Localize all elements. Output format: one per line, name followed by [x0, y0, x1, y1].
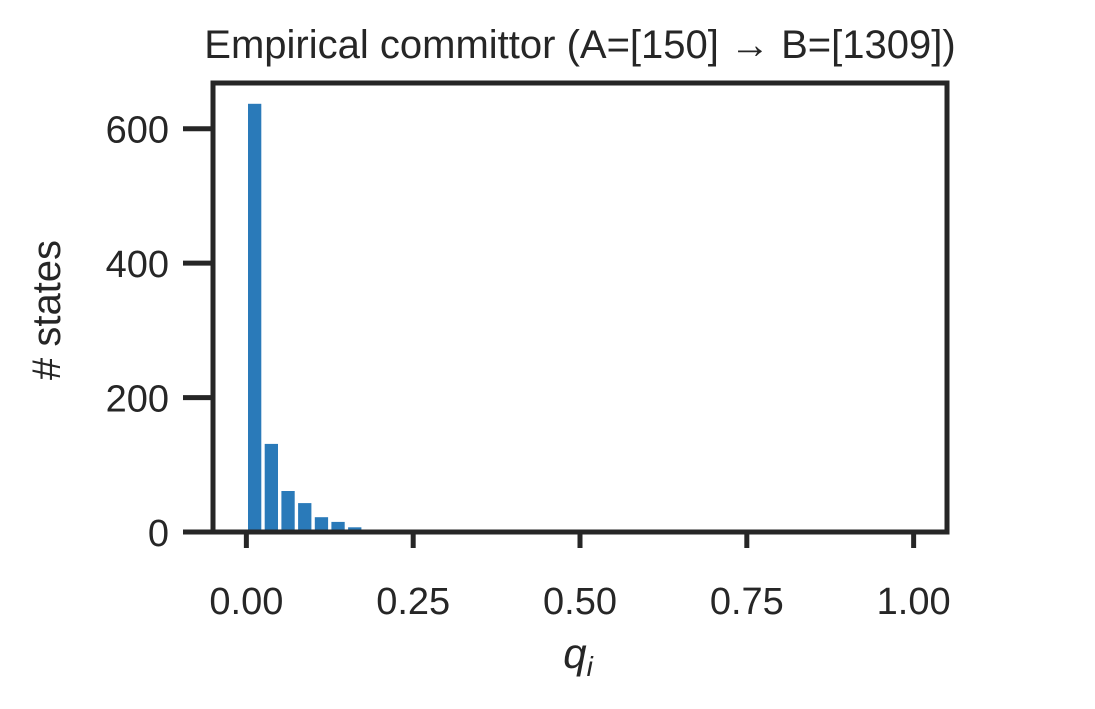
histogram-bar: [298, 503, 312, 532]
histogram-bars: [248, 103, 362, 533]
histogram-bar: [331, 521, 345, 532]
histogram-bar: [264, 443, 278, 532]
y-tick-label: 200: [106, 379, 169, 421]
histogram-bar: [314, 517, 329, 532]
x-axis-ticks: 0.00 0.25 0.50 0.75 1.00: [209, 532, 951, 623]
y-axis-ticks: 0 200 400 600: [106, 110, 213, 555]
x-axis-label: qi: [563, 630, 593, 682]
histogram-bar: [248, 103, 262, 533]
x-tick-label: 0.00: [209, 581, 283, 623]
x-axis-label-base: q: [563, 630, 587, 677]
plot-frame: [210, 80, 950, 535]
x-tick-label: 0.25: [376, 581, 450, 623]
y-tick-label: 0: [148, 513, 169, 555]
y-tick-label: 400: [106, 244, 169, 286]
chart-title: Empirical committor (A=[150] → B=[1309]): [204, 23, 955, 67]
y-axis-label: # states: [25, 240, 69, 380]
x-tick-label: 0.75: [710, 581, 784, 623]
y-tick-label: 600: [106, 110, 169, 152]
histogram-bar: [281, 491, 295, 532]
x-axis-label-subscript: i: [587, 651, 594, 682]
x-tick-label: 1.00: [877, 581, 951, 623]
x-tick-label: 0.50: [543, 581, 617, 623]
